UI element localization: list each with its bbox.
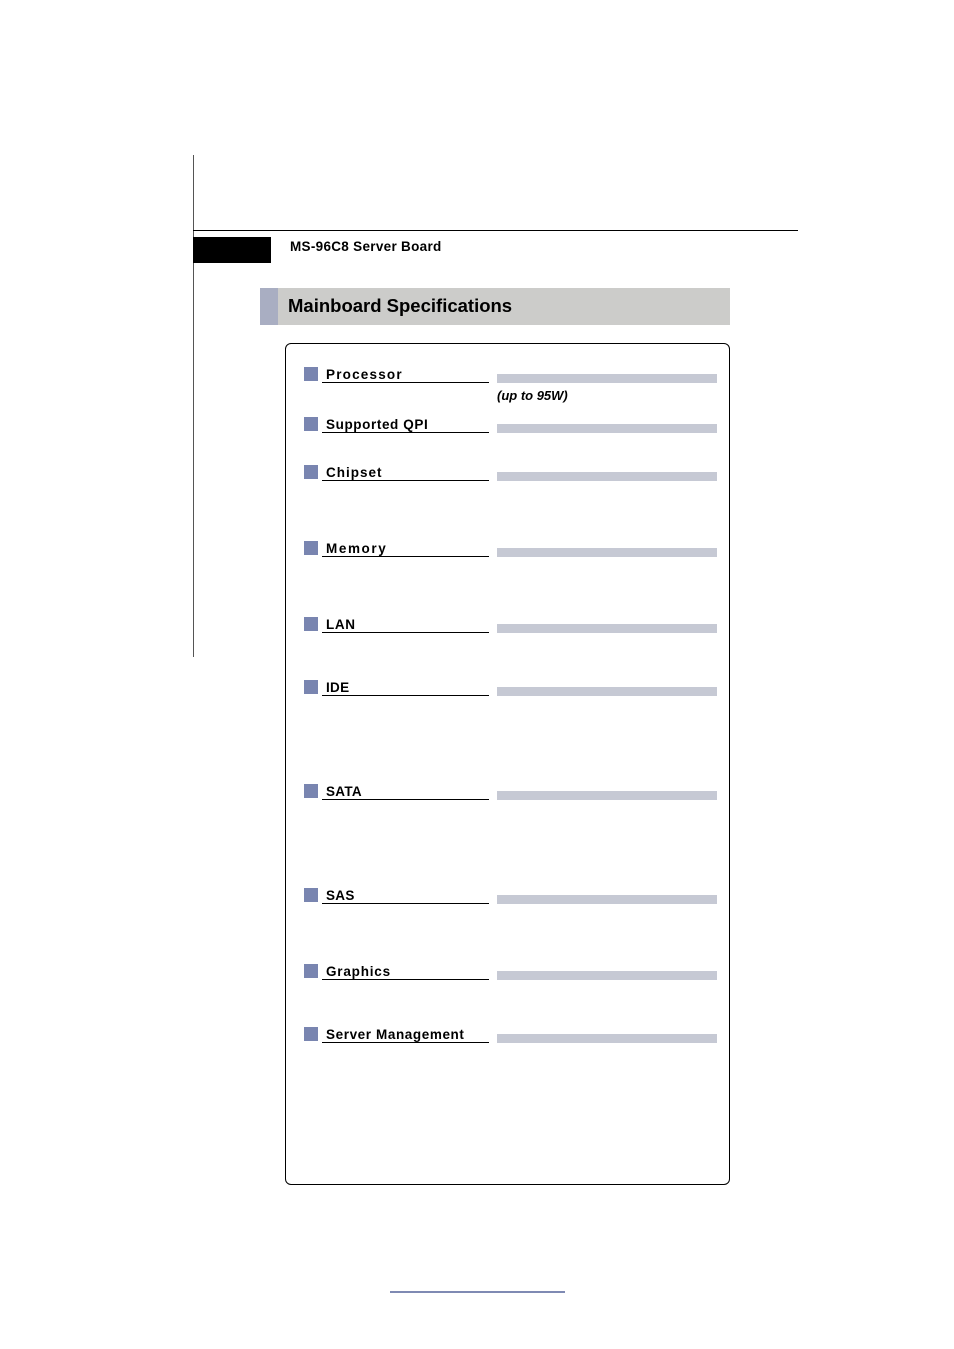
spec-section-title: SATA [326, 784, 362, 799]
processor-note: (up to 95W) [497, 388, 568, 403]
section-underline [322, 480, 489, 481]
spec-section-title: Chipset [326, 465, 383, 480]
header-black-tab [193, 237, 271, 263]
board-label: MS-96C8 Server Board [290, 239, 442, 254]
page-title: Mainboard Specifications [288, 295, 512, 317]
section-grey-bar [497, 791, 717, 800]
footer-rule [390, 1291, 565, 1293]
section-underline [322, 432, 489, 433]
page: MS-96C8 Server Board Mainboard Specifica… [0, 0, 954, 1349]
section-square-icon [304, 888, 318, 902]
section-underline [322, 799, 489, 800]
section-grey-bar [497, 624, 717, 633]
section-square-icon [304, 367, 318, 381]
spec-section-title: Graphics [326, 964, 391, 979]
section-underline [322, 382, 489, 383]
spec-section-title: IDE [326, 680, 349, 695]
section-square-icon [304, 1027, 318, 1041]
spec-section: IDE [304, 679, 717, 695]
section-square-icon [304, 784, 318, 798]
section-grey-bar [497, 895, 717, 904]
top-horizontal-rule [193, 230, 798, 231]
spec-section: LAN [304, 616, 717, 632]
spec-section: SAS [304, 887, 717, 903]
section-square-icon [304, 465, 318, 479]
spec-section: Memory [304, 540, 717, 556]
spec-section-title: Processor [326, 367, 403, 382]
section-square-icon [304, 541, 318, 555]
section-grey-bar [497, 472, 717, 481]
section-square-icon [304, 617, 318, 631]
spec-section: Graphics [304, 963, 717, 979]
section-underline [322, 556, 489, 557]
spec-section: Supported QPI [304, 416, 717, 432]
section-underline [322, 979, 489, 980]
section-grey-bar [497, 971, 717, 980]
spec-section-title: LAN [326, 617, 356, 632]
section-underline [322, 1042, 489, 1043]
title-row: Mainboard Specifications [260, 288, 730, 325]
spec-box: Processor(up to 95W)Supported QPIChipset… [285, 343, 730, 1185]
section-grey-bar [497, 1034, 717, 1043]
spec-section: Server Management [304, 1026, 717, 1042]
title-accent [260, 288, 278, 325]
section-square-icon [304, 417, 318, 431]
section-underline [322, 903, 489, 904]
section-grey-bar [497, 687, 717, 696]
spec-section: Processor(up to 95W) [304, 366, 717, 382]
section-grey-bar [497, 548, 717, 557]
spec-section-title: Supported QPI [326, 417, 428, 432]
spec-section: Chipset [304, 464, 717, 480]
spec-section: SATA [304, 783, 717, 799]
section-underline [322, 632, 489, 633]
section-grey-bar [497, 424, 717, 433]
spec-section-title: Server Management [326, 1027, 465, 1042]
section-underline [322, 695, 489, 696]
section-square-icon [304, 964, 318, 978]
spec-section-title: Memory [326, 541, 387, 556]
spec-section-title: SAS [326, 888, 355, 903]
section-grey-bar [497, 374, 717, 383]
section-square-icon [304, 680, 318, 694]
